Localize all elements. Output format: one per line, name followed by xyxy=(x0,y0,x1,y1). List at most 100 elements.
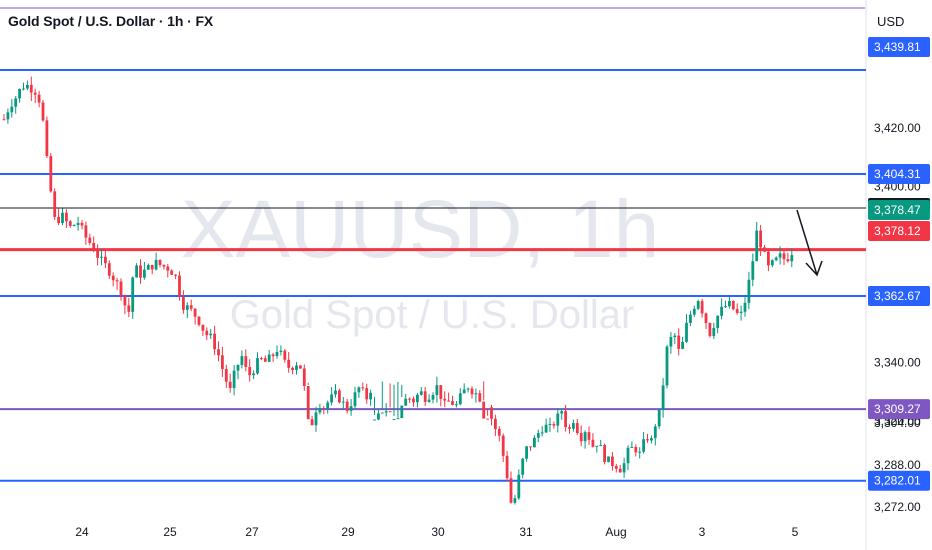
candle-body xyxy=(614,465,618,469)
bid-price-badge: 3,378.12 xyxy=(868,221,930,241)
candle xyxy=(45,116,49,159)
candle xyxy=(61,208,64,226)
candle xyxy=(302,364,306,391)
candle-body xyxy=(318,407,322,413)
candle-body xyxy=(587,432,591,440)
candle xyxy=(353,386,357,409)
candle xyxy=(240,350,244,369)
candle-body xyxy=(763,247,766,252)
candle-body xyxy=(650,438,653,441)
candle xyxy=(720,298,723,320)
candle-body xyxy=(556,413,560,426)
candle-body xyxy=(396,418,400,420)
candle xyxy=(14,95,18,114)
bid-price-badge-text: 3,378.12 xyxy=(874,224,921,238)
candle xyxy=(575,418,579,435)
candle xyxy=(505,451,509,482)
candle-body xyxy=(767,251,770,266)
candle xyxy=(739,305,743,321)
candle xyxy=(221,346,224,377)
candle xyxy=(193,308,197,325)
candle-body xyxy=(408,398,411,400)
candle-body xyxy=(462,389,466,394)
candle xyxy=(552,421,556,429)
candle-body xyxy=(482,401,486,419)
candle xyxy=(18,88,21,103)
candle-body xyxy=(525,446,528,459)
candle xyxy=(731,300,735,311)
candle xyxy=(763,245,766,253)
candle-body xyxy=(65,212,68,222)
candle-body xyxy=(431,394,435,400)
candle xyxy=(377,410,380,421)
candle xyxy=(170,269,174,275)
candle-body xyxy=(611,456,614,466)
price-tick-label: 3,340.00 xyxy=(874,355,921,369)
candle-body xyxy=(26,84,29,89)
time-tick-label: 25 xyxy=(163,525,177,539)
candle xyxy=(76,216,80,231)
candle-body xyxy=(263,358,267,362)
candle-body xyxy=(338,390,341,403)
candle-body xyxy=(642,439,645,452)
candle-body xyxy=(197,316,201,325)
candle xyxy=(334,384,337,398)
candle xyxy=(365,383,369,404)
candle xyxy=(712,322,716,340)
projection-arrow xyxy=(796,209,823,277)
candle-body xyxy=(692,308,696,315)
candle xyxy=(345,398,349,414)
candle xyxy=(544,418,548,434)
candle-body xyxy=(724,306,727,308)
candle xyxy=(536,429,540,443)
candle xyxy=(568,424,571,434)
candle-body xyxy=(57,216,60,224)
candle xyxy=(123,294,127,315)
candle xyxy=(747,271,751,310)
candle xyxy=(318,403,322,415)
candle-body xyxy=(76,222,80,226)
candle xyxy=(65,209,68,228)
candle xyxy=(244,349,248,372)
candle-body xyxy=(37,94,41,103)
candle-body xyxy=(704,313,708,324)
candle-body xyxy=(291,367,294,370)
candle-body xyxy=(341,401,345,403)
candle-body xyxy=(712,327,716,337)
time-tick-label: 30 xyxy=(431,525,445,539)
candle xyxy=(279,345,283,356)
candle-body xyxy=(111,275,115,281)
candle-body xyxy=(221,355,224,370)
candle-body xyxy=(607,456,610,463)
candle-body xyxy=(404,398,408,406)
candle-body xyxy=(361,387,365,389)
candle-body xyxy=(131,277,135,312)
candle-body xyxy=(14,98,18,107)
candle xyxy=(556,408,560,433)
candle xyxy=(115,277,119,290)
candle xyxy=(599,439,603,447)
candle-body xyxy=(743,302,747,312)
candle-body xyxy=(427,399,431,402)
candle xyxy=(10,99,14,118)
candle xyxy=(111,272,115,287)
candle xyxy=(291,366,294,375)
candle-body xyxy=(536,433,540,438)
candle-body xyxy=(154,259,158,270)
candle xyxy=(143,261,146,280)
candle-body xyxy=(540,432,544,434)
last-price-badge-text: 3,378.47 xyxy=(874,203,921,217)
level-badge-6-text: 3,282.01 xyxy=(874,474,921,488)
candle xyxy=(217,341,220,362)
candle-body xyxy=(127,305,131,312)
candle-body xyxy=(275,351,279,357)
currency-selector[interactable]: USD xyxy=(877,14,905,29)
candle xyxy=(560,408,564,420)
candle-body xyxy=(174,274,177,276)
candle xyxy=(396,381,400,420)
candle-body xyxy=(115,280,119,282)
candle-body xyxy=(100,256,103,258)
candle xyxy=(638,447,642,459)
candle xyxy=(435,376,439,403)
